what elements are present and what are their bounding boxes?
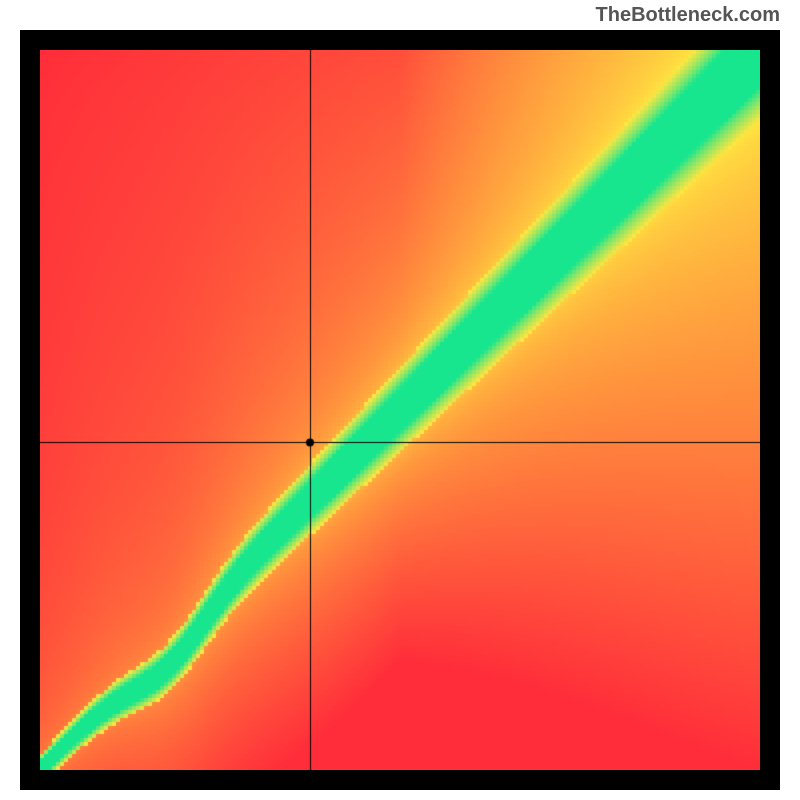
crosshair-overlay xyxy=(40,50,760,770)
attribution-text: TheBottleneck.com xyxy=(596,4,780,27)
